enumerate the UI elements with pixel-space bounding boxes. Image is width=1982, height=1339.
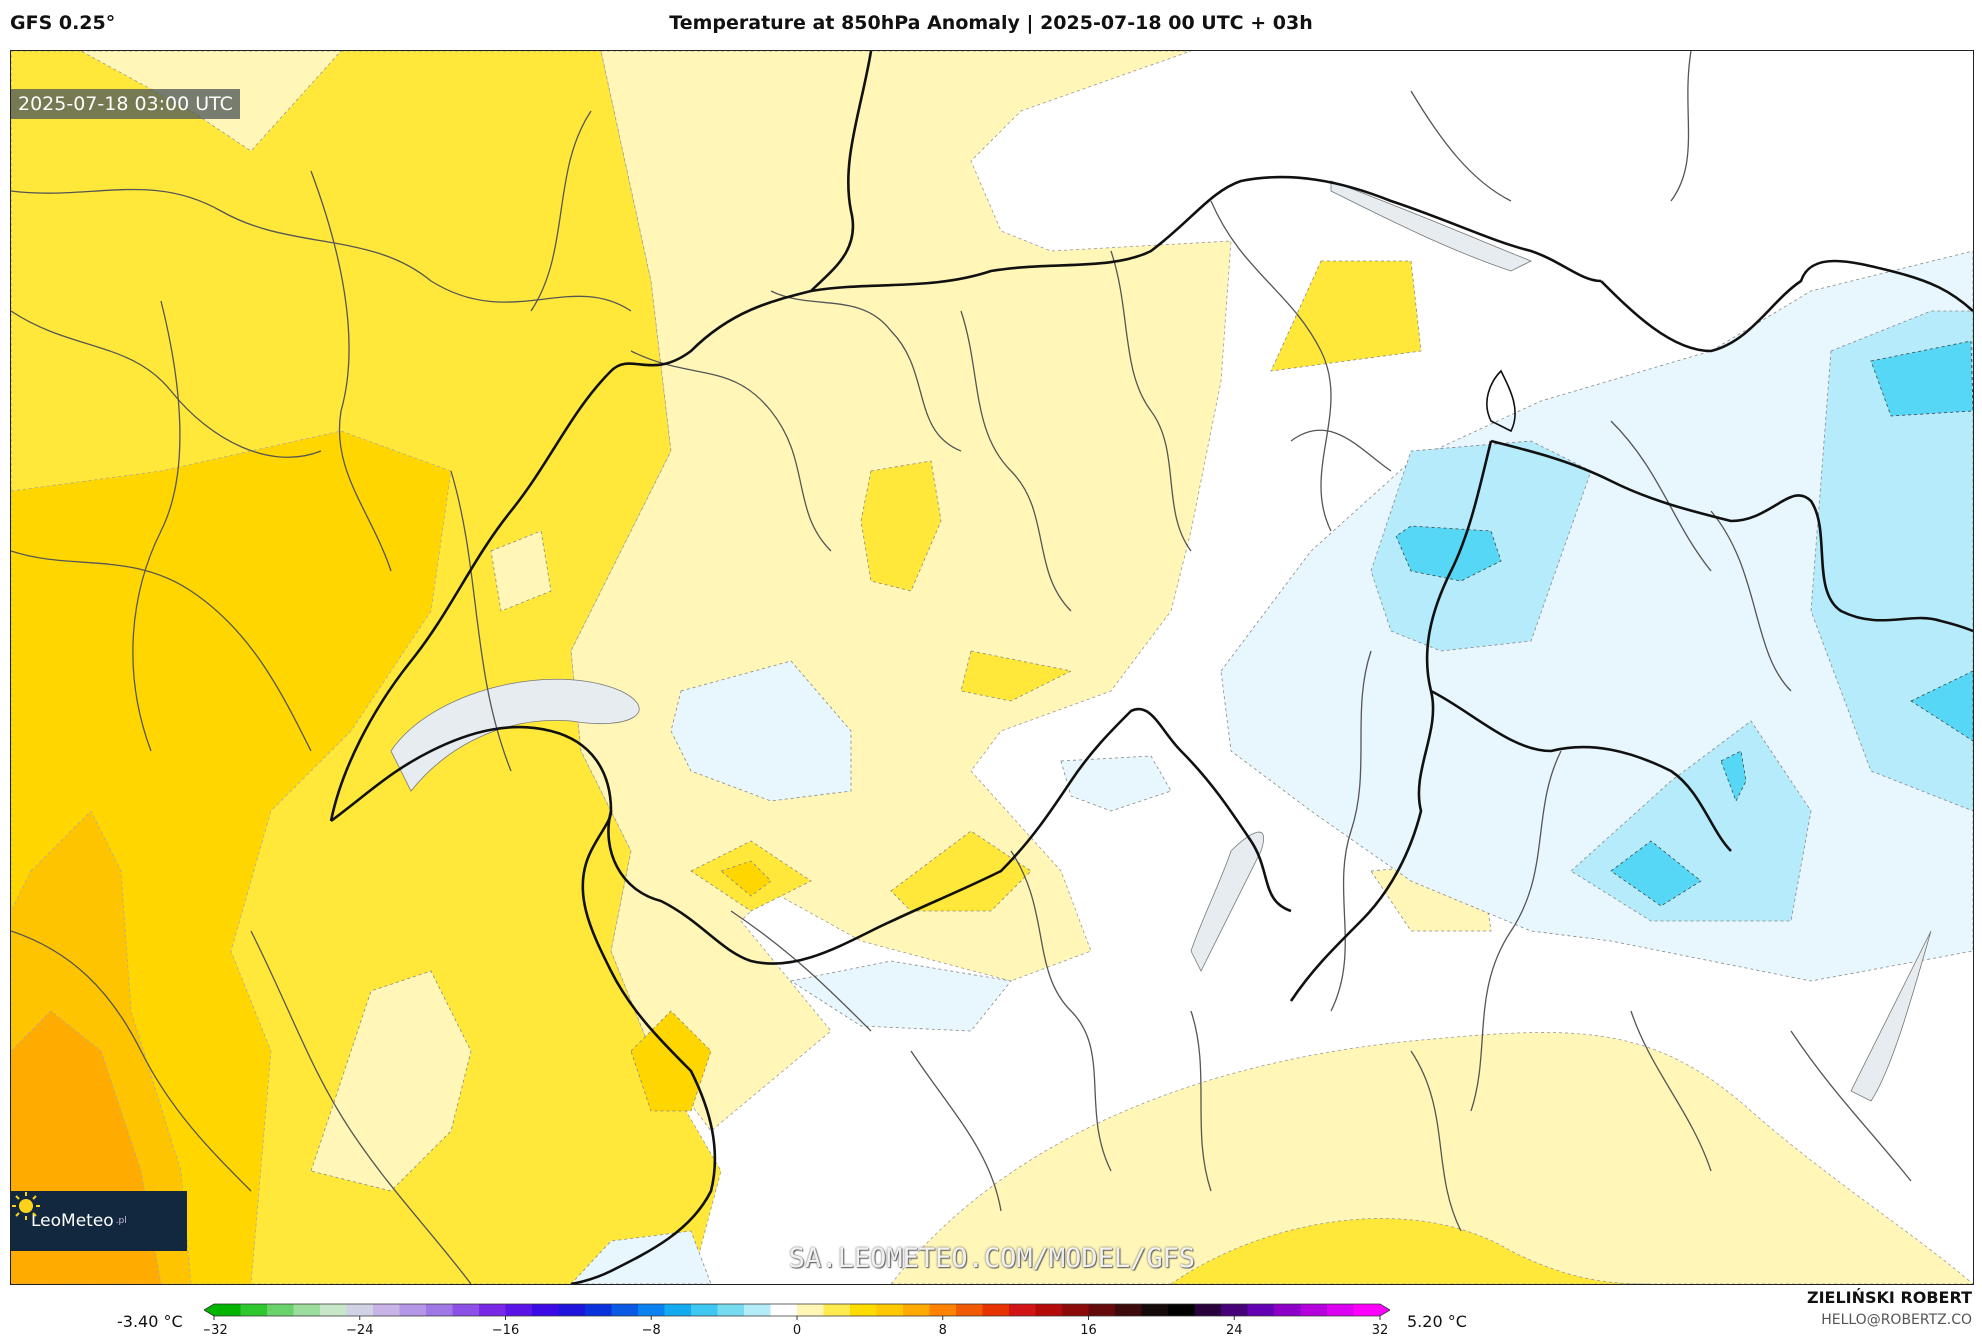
- colorbar-cell: [373, 1304, 400, 1316]
- anomaly-pocket-9: [630, 1010, 712, 1112]
- colorbar-cell: [876, 1304, 904, 1316]
- colorbar-tick-label: 8: [939, 1323, 947, 1338]
- regional-borders: [11, 51, 1912, 1284]
- colorbar-cells: [204, 1303, 1390, 1317]
- colorbar-cell: [1035, 1304, 1063, 1316]
- colorbar-tick-label: −8: [642, 1323, 661, 1338]
- colorbar-cell: [929, 1304, 957, 1316]
- colorbar-cell: [1009, 1304, 1036, 1316]
- map-frame[interactable]: 2025-07-18 03:00 UTC LeoMeteo .pl SA.LEO…: [10, 50, 1974, 1285]
- colorbar-min-extend: [204, 1304, 214, 1316]
- anomaly-core-1: [1395, 525, 1502, 582]
- anomaly-area-bottom-light-blue: [570, 1230, 712, 1284]
- colorbar-cell: [1168, 1304, 1195, 1316]
- anomaly-area-south: [890, 1032, 1973, 1284]
- legend-min-label: -3.40 °C: [117, 1312, 183, 1331]
- colorbar-cell: [638, 1304, 665, 1316]
- anomaly-pocket-2: [960, 650, 1073, 702]
- anomaly-pocket-8: [310, 970, 472, 1192]
- colorbar-cell: [1247, 1304, 1275, 1316]
- colorbar-cell: [1062, 1304, 1089, 1316]
- logo-name: LeoMeteo: [31, 1211, 114, 1231]
- colorbar-cell: [1327, 1304, 1354, 1316]
- colorbar-cell: [823, 1304, 851, 1316]
- colorbar-cell: [664, 1304, 692, 1316]
- colorbar-tick-label: 0: [793, 1323, 801, 1338]
- anomaly-area-east-blue-2: [1810, 310, 1973, 812]
- colorbar-tick-label: 24: [1226, 1323, 1243, 1338]
- colorbar-cell: [346, 1304, 374, 1316]
- colorbar-cell: [558, 1304, 586, 1316]
- colorbar-tick-label: 16: [1080, 1323, 1097, 1338]
- colorbar-cell: [770, 1304, 798, 1316]
- colorbar-cell: [214, 1304, 241, 1316]
- colorbar-cell: [717, 1304, 745, 1316]
- colorbar-cell: [426, 1304, 453, 1316]
- anomaly-area-south-light-blue: [789, 960, 1012, 1032]
- colorbar-cell: [850, 1304, 877, 1316]
- colorbar-cell: [399, 1304, 427, 1316]
- anomaly-map[interactable]: [11, 51, 1973, 1284]
- colorbar-max-extend: [1380, 1304, 1390, 1316]
- colorbar-cell: [1088, 1304, 1116, 1316]
- national-borders: [329, 51, 1973, 1284]
- anomaly-area-south-strong: [1170, 1218, 1652, 1284]
- colorbar-cell: [1141, 1304, 1169, 1316]
- colorbar-cell: [1194, 1304, 1222, 1316]
- author-name: ZIELIŃSKI ROBERT: [1806, 1288, 1972, 1307]
- colorbar-cell: [532, 1304, 559, 1316]
- colorbar-cell: [956, 1304, 983, 1316]
- model-label: GFS 0.25°: [10, 12, 116, 34]
- colorbar-cell: [1115, 1304, 1142, 1316]
- colorbar-ticks: −32 −24 −16 −8 0 8 16 24 32: [204, 1316, 1388, 1338]
- anomaly-core-4: [1720, 750, 1747, 802]
- anomaly-core-2: [1870, 340, 1973, 417]
- leometeo-logo[interactable]: LeoMeteo .pl: [11, 1191, 187, 1251]
- colorbar-cell: [293, 1304, 321, 1316]
- colorbar-cell: [1300, 1304, 1328, 1316]
- colorbar-tick-label: −32: [204, 1323, 228, 1338]
- valid-time-badge: 2025-07-18 03:00 UTC: [11, 89, 240, 119]
- watermark-url: SA.LEOMETEO.COM/MODEL/GFS: [788, 1243, 1196, 1274]
- colorbar-cell: [797, 1304, 824, 1316]
- lake-constance: [1330, 180, 1532, 272]
- colorbar-cell: [982, 1304, 1010, 1316]
- colorbar-cell: [585, 1304, 612, 1316]
- anomaly-core-3: [1610, 840, 1702, 907]
- colorbar-cell: [611, 1304, 639, 1316]
- colorbar-cell: [744, 1304, 771, 1316]
- lake-garda: [1850, 930, 1932, 1102]
- colorbar-cell: [903, 1304, 930, 1316]
- colorbar-tick-label: 32: [1372, 1323, 1389, 1338]
- colorbar-cell: [452, 1304, 480, 1316]
- map-title: Temperature at 850hPa Anomaly | 2025-07-…: [669, 12, 1313, 34]
- colorbar-cell: [240, 1304, 268, 1316]
- author-email: HELLO@ROBERTZ.CO: [1821, 1312, 1972, 1328]
- anomaly-area-center-light-blue: [670, 660, 852, 802]
- colorbar-cell: [320, 1304, 347, 1316]
- anomaly-pocket-5: [890, 830, 1032, 912]
- legend-max-label: 5.20 °C: [1407, 1312, 1467, 1331]
- colorbar-tick-label: −16: [492, 1323, 519, 1338]
- colorbar: −32 −24 −16 −8 0 8 16 24 32: [204, 1303, 1390, 1338]
- colorbar-cell: [691, 1304, 718, 1316]
- lake-como: [1190, 831, 1265, 972]
- colorbar-cell: [1221, 1304, 1248, 1316]
- anomaly-pocket-1: [860, 460, 942, 592]
- colorbar-cell: [479, 1304, 506, 1316]
- anomaly-pocket-4: [720, 860, 772, 897]
- colorbar-cell: [1274, 1304, 1301, 1316]
- anomaly-area-mid-light-blue: [1060, 755, 1172, 812]
- anomaly-pocket-6: [1270, 260, 1422, 372]
- colorbar-cell: [1353, 1304, 1381, 1316]
- anomaly-core-5: [1910, 670, 1973, 742]
- lake-geneva: [390, 678, 640, 792]
- liechtenstein-border: [1486, 369, 1516, 433]
- colorbar-tick-label: −24: [346, 1323, 373, 1338]
- logo-suffix: .pl: [115, 1216, 127, 1226]
- anomaly-pocket-7: [490, 530, 552, 612]
- colorbar-cell: [267, 1304, 294, 1316]
- colorbar-cell: [505, 1304, 533, 1316]
- sun-icon: [12, 1192, 40, 1220]
